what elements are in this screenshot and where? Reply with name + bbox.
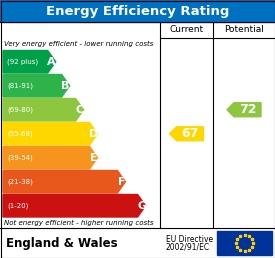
Bar xyxy=(0,0,275,22)
Text: (92 plus): (92 plus) xyxy=(7,59,38,65)
Polygon shape xyxy=(3,147,98,169)
Text: A: A xyxy=(47,57,56,67)
Polygon shape xyxy=(3,51,56,73)
Text: EU Directive: EU Directive xyxy=(166,235,213,244)
Text: England & Wales: England & Wales xyxy=(6,237,118,249)
Bar xyxy=(217,231,272,255)
Text: (81-91): (81-91) xyxy=(7,83,33,89)
Text: E: E xyxy=(90,153,97,163)
Text: Potential: Potential xyxy=(224,26,264,35)
Text: Very energy efficient - lower running costs: Very energy efficient - lower running co… xyxy=(4,41,153,46)
Text: B: B xyxy=(62,81,70,91)
Text: Current: Current xyxy=(169,26,204,35)
Text: (39-54): (39-54) xyxy=(7,155,33,161)
Text: (69-80): (69-80) xyxy=(7,107,33,113)
Text: (55-68): (55-68) xyxy=(7,131,33,137)
Polygon shape xyxy=(3,123,98,145)
Text: 72: 72 xyxy=(239,103,256,116)
Polygon shape xyxy=(3,195,145,217)
Text: 67: 67 xyxy=(181,127,199,140)
Polygon shape xyxy=(3,99,84,121)
Text: 2002/91/EC: 2002/91/EC xyxy=(166,243,210,252)
Text: (1-20): (1-20) xyxy=(7,203,28,209)
Polygon shape xyxy=(227,103,261,117)
Text: G: G xyxy=(137,201,146,211)
Text: Energy Efficiency Rating: Energy Efficiency Rating xyxy=(46,4,229,18)
Bar xyxy=(0,228,275,258)
Text: F: F xyxy=(118,177,125,187)
Polygon shape xyxy=(169,127,204,141)
Text: Not energy efficient - higher running costs: Not energy efficient - higher running co… xyxy=(4,220,153,225)
Polygon shape xyxy=(3,75,70,97)
Text: D: D xyxy=(89,129,98,139)
Text: (21-38): (21-38) xyxy=(7,179,33,185)
Text: C: C xyxy=(76,105,84,115)
Polygon shape xyxy=(3,171,125,193)
